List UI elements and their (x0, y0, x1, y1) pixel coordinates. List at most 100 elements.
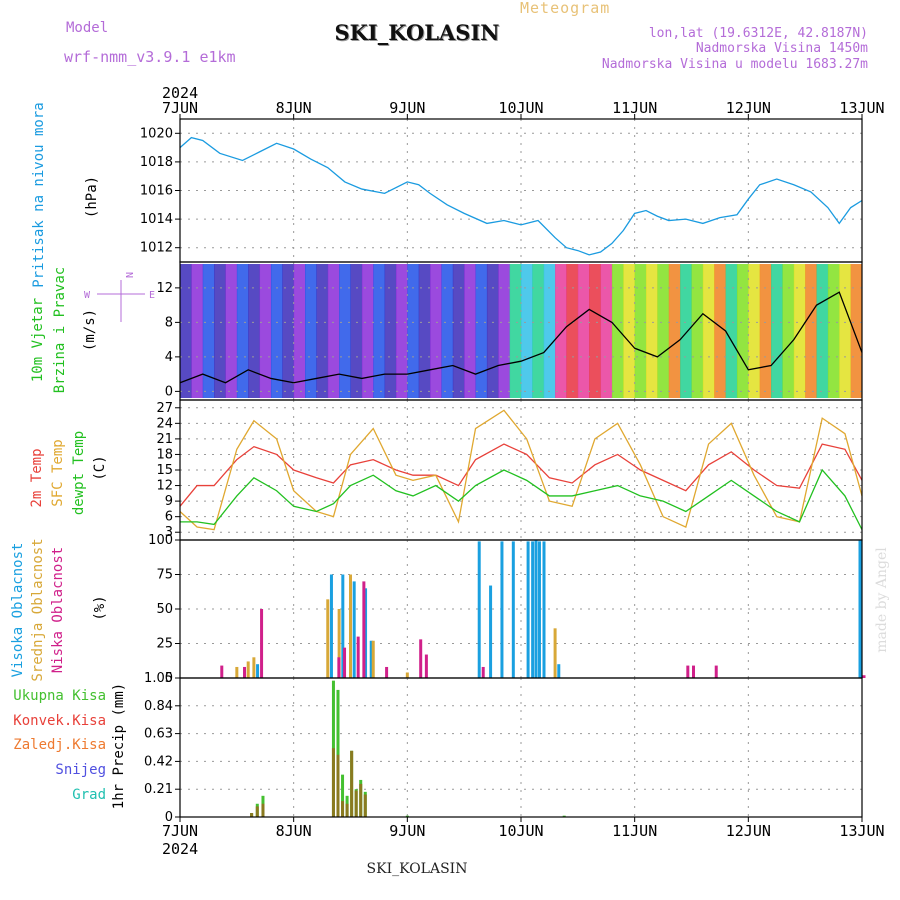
temp-ylabel-3: dewpt Temp (71, 431, 87, 515)
cloud-bar (246, 661, 250, 678)
wind-ytick-label: 12 (156, 281, 173, 296)
model-label: Model (66, 20, 109, 36)
precip-legend-snow: Snijeg (55, 762, 106, 778)
compass-rose: N E W (84, 272, 155, 322)
pressure-series-line (179, 136, 863, 256)
precipitation-bar (354, 790, 358, 817)
wind-barb-band (452, 264, 465, 398)
cloud-bar (385, 666, 389, 678)
wind-barb-band (668, 264, 681, 398)
temperature-series-line (179, 409, 863, 531)
wind-barb-band (305, 264, 317, 398)
wind-barb-band (486, 264, 499, 398)
compass-west: W (84, 290, 91, 301)
cloud-frame (179, 539, 863, 679)
wind-barb-band (736, 264, 749, 398)
temperature-ytick-label: 21 (156, 432, 173, 447)
temperature-ytick-label: 12 (156, 479, 173, 494)
cloud-bar (349, 574, 352, 678)
pressure-ytick-label: 1016 (140, 184, 173, 199)
chart-subtitle: Meteogram (520, 0, 611, 17)
xtick-label-bottom: 13JUN (839, 822, 884, 840)
temperature-series-line (179, 443, 863, 507)
cloud-ytick-label: 75 (156, 568, 173, 583)
precipitation-frame (179, 677, 863, 818)
wind-barb-band (805, 264, 818, 398)
wind-barb-band (589, 264, 602, 398)
cloud-bar (862, 675, 866, 678)
wind-barb-band (498, 264, 511, 398)
xtick-label-top: 10JUN (498, 99, 543, 117)
cloud-bar (326, 599, 330, 678)
wind-ylabel-1: 10m Vjetar (30, 298, 46, 382)
wind-barb-band (316, 264, 329, 398)
wind-barb-band (623, 264, 636, 398)
wind-barb-band (680, 264, 692, 398)
wind-barb-band (714, 264, 727, 398)
precipitation-bar (359, 783, 363, 817)
temp-ylabel-2: SFC Temp (50, 439, 66, 506)
wind-series-line (179, 291, 863, 384)
wind-barb-band (191, 264, 204, 398)
wind-barb-band (611, 264, 624, 398)
pressure-unit: (hPa) (84, 176, 100, 218)
wind-barb-band (725, 264, 738, 398)
cloud-bar (220, 665, 224, 678)
cloud-bar (537, 541, 541, 678)
cloud-ylabel-1: Visoka Oblacnost (10, 543, 26, 678)
chart-title: SKI_KOLASIN (334, 20, 500, 45)
cloud-ytick-label: 25 (156, 637, 173, 652)
temp-unit: (C) (92, 455, 108, 480)
temperature-ytick-label: 9 (165, 494, 173, 509)
cloud-bar (481, 666, 485, 678)
precip-legend-total: Ukupna Kisa (13, 688, 106, 704)
temperature-frame (179, 399, 863, 541)
precipitation-bar (255, 806, 259, 817)
wind-barb-band (259, 264, 272, 398)
wind-barb-band (339, 264, 351, 398)
temperature-ytick-label: 15 (156, 463, 173, 478)
precipitation-panel: 0 0.21 0.42 0.63 0.84 1.05 (144, 671, 863, 825)
precip-unit: 1hr Precip (mm) (111, 683, 127, 809)
wind-barb-band (225, 264, 238, 398)
cloud-ytick-label: 0 (165, 671, 173, 686)
wind-barb-band (634, 264, 647, 398)
wind-barb-band (464, 264, 477, 398)
wind-barb-band (543, 264, 556, 398)
temperature-ytick-label: 6 (165, 510, 173, 525)
xtick-label-top: 11JUN (612, 99, 657, 117)
precipitation-bar (562, 815, 566, 817)
precipitation-ytick-label: 0.84 (144, 699, 173, 714)
lonlat-label: lon,lat (19.6312E, 42.8187N) (648, 26, 868, 41)
wind-barb-band (214, 264, 226, 398)
wind-ylabel-2: Brzina i Pravac (52, 267, 68, 393)
wind-ytick-label: 8 (165, 315, 173, 330)
cloud-ytick-label: 50 (156, 602, 173, 617)
cloud-panel: 0 25 50 75 100 (148, 533, 866, 686)
wind-barb-band (384, 264, 397, 398)
cloud-bar (341, 574, 345, 678)
model-elevation-label: Nadmorska Visina u modelu 1683.27m (601, 57, 868, 72)
cloud-bar (235, 666, 239, 678)
wind-barb-band (361, 264, 374, 398)
wind-barb-band (430, 264, 442, 398)
xtick-label-bottom: 7JUN (162, 822, 198, 840)
cloud-bar (337, 609, 341, 678)
cloud-bar (329, 574, 333, 678)
wind-barb-band (748, 264, 761, 398)
precipitation-bar (261, 803, 265, 817)
cloud-bar (686, 665, 690, 678)
cloud-bar (371, 640, 375, 678)
wind-barb-band (395, 264, 408, 398)
xtick-label-top: 9JUN (389, 99, 425, 117)
xtick-label-bottom: 9JUN (389, 822, 425, 840)
wind-barb-band (407, 264, 420, 398)
wind-barb-band (202, 264, 215, 398)
xtick-label-top: 7JUN (162, 99, 198, 117)
cloud-bar (542, 541, 546, 678)
wind-barb-band (657, 264, 670, 398)
wind-barb-band (509, 264, 522, 398)
wind-barb-band (441, 264, 454, 398)
compass-north: N (123, 272, 134, 278)
wind-barb-band (600, 264, 613, 398)
